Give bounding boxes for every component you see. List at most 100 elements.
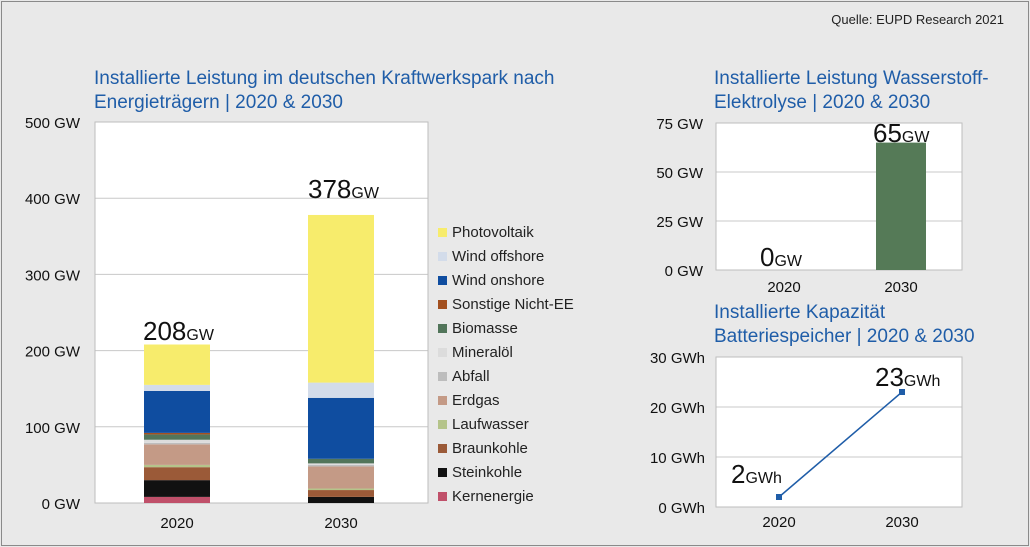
- battery-data-point: [899, 389, 905, 395]
- bar-segment: [144, 496, 210, 503]
- hydrogen-label-2020: 0GW: [760, 242, 802, 273]
- battery-plot-area: [716, 357, 962, 507]
- battery-data-point: [776, 494, 782, 500]
- legend-label: Wind onshore: [452, 271, 545, 289]
- legend-item: Sonstige Nicht-EE: [438, 292, 574, 316]
- main-x-tick-label: 2020: [160, 515, 193, 532]
- main-y-tick-label: 0 GW: [42, 496, 81, 513]
- hydrogen-value-2020: 0: [760, 242, 775, 272]
- battery-plot-border: [715, 356, 963, 508]
- hydrogen-y-tick-label: 25 GW: [656, 214, 704, 231]
- bar-segment: [144, 390, 210, 433]
- hydrogen-x-tick-label: 2020: [767, 279, 800, 296]
- hydrogen-x-tick-label: 2030: [884, 279, 917, 296]
- bar-segment: [308, 464, 374, 467]
- legend-label: Kernenergie: [452, 487, 534, 505]
- bar-segment: [144, 432, 210, 435]
- hydrogen-y-tick-label: 50 GW: [656, 165, 704, 182]
- legend-item: Abfall: [438, 364, 574, 388]
- battery-y-tick-label: 0 GWh: [658, 500, 705, 517]
- bar-segment: [144, 384, 210, 391]
- hydrogen-plot-border: [715, 122, 963, 271]
- legend-swatch: [438, 443, 447, 453]
- hydrogen-bar: [876, 142, 926, 270]
- legend-label: Abfall: [452, 367, 490, 385]
- bar-segment: [308, 458, 374, 464]
- legend-label: Sonstige Nicht-EE: [452, 295, 574, 313]
- legend-item: Mineralöl: [438, 340, 574, 364]
- legend-swatch: [438, 467, 447, 477]
- legend-swatch: [438, 395, 447, 405]
- main-y-tick-label: 300 GW: [25, 267, 81, 284]
- legend-label: Wind offshore: [452, 247, 545, 265]
- hydrogen-y-tick-label: 75 GW: [656, 116, 704, 133]
- bar-segment: [144, 439, 210, 443]
- hydrogen-label-2030: 65GW: [873, 118, 929, 149]
- legend-label: Braunkohle: [452, 439, 528, 457]
- bar-segment: [308, 488, 374, 491]
- legend-label: Laufwasser: [452, 415, 529, 433]
- battery-x-tick-label: 2020: [762, 514, 795, 531]
- legend-label: Biomasse: [452, 319, 518, 337]
- battery-x-tick-label: 2030: [885, 514, 918, 531]
- legend-label: Mineralöl: [452, 343, 513, 361]
- legend-swatch: [438, 299, 447, 309]
- legend-swatch: [438, 251, 447, 261]
- legend-item: Erdgas: [438, 388, 574, 412]
- main-y-tick-label: 100 GW: [25, 420, 81, 437]
- bar-segment: [308, 463, 374, 465]
- legend-item: Kernenergie: [438, 484, 574, 508]
- legend-label: Steinkohle: [452, 463, 523, 481]
- hydrogen-unit-2020: GW: [774, 253, 803, 270]
- legend-item: Photovoltaik: [438, 220, 574, 244]
- total-label-2030: 378GW: [308, 174, 379, 205]
- hydrogen-unit-2030: GW: [901, 129, 930, 146]
- main-y-tick-label: 400 GW: [25, 191, 81, 208]
- hydrogen-chart-title: Installierte Leistung Wasserstoff-Elektr…: [714, 68, 989, 113]
- legend-item: Laufwasser: [438, 412, 574, 436]
- legend-swatch: [438, 371, 447, 381]
- battery-label-2030: 23GWh: [875, 362, 940, 393]
- legend-swatch: [438, 347, 447, 357]
- battery-series-line: [778, 391, 903, 498]
- bar-segment: [144, 434, 210, 440]
- bar-segment: [308, 466, 374, 489]
- total-unit-2020: GW: [186, 327, 214, 344]
- main-chart-title: Installierte Leistung im deutschen Kraft…: [94, 68, 555, 113]
- legend-item: Wind offshore: [438, 244, 574, 268]
- source-note: Quelle: EUPD Research 2021: [831, 12, 1004, 27]
- legend-label: Photovoltaik: [452, 223, 534, 241]
- bar-segment: [144, 467, 210, 481]
- bar-segment: [144, 464, 210, 468]
- bar-segment: [144, 480, 210, 497]
- legend-item: Steinkohle: [438, 460, 574, 484]
- bar-segment: [308, 397, 374, 459]
- main-y-tick-label: 500 GW: [25, 115, 81, 132]
- hydrogen-value-2030: 65: [873, 118, 902, 148]
- legend-item: Braunkohle: [438, 436, 574, 460]
- bar-segment: [308, 490, 374, 497]
- legend-swatch: [438, 323, 447, 333]
- battery-unit-2030: GWh: [903, 373, 941, 390]
- total-value-2020: 208: [143, 316, 187, 346]
- bar-segment: [308, 382, 374, 398]
- legend-swatch: [438, 275, 447, 285]
- main-plot-border: [94, 121, 429, 504]
- battery-chart-title: Installierte Kapazität Batteriespeicher …: [714, 302, 975, 347]
- battery-value-2020: 2: [731, 459, 746, 489]
- battery-unit-2020: GWh: [745, 470, 782, 487]
- bar-segment: [144, 444, 210, 465]
- battery-y-tick-label: 30 GWh: [650, 350, 705, 367]
- battery-value-2030: 23: [875, 362, 904, 392]
- battery-y-tick-label: 10 GWh: [650, 450, 705, 467]
- legend-label: Erdgas: [452, 391, 500, 409]
- legend-swatch: [438, 227, 447, 237]
- main-chart-legend: Photovoltaik Wind offshore Wind onshore Son…: [438, 220, 574, 508]
- total-value-2030: 378: [308, 174, 352, 204]
- main-x-tick-label: 2030: [324, 515, 357, 532]
- bar-segment: [144, 442, 210, 445]
- bar-segment: [308, 214, 374, 383]
- battery-y-tick-label: 20 GWh: [650, 400, 705, 417]
- bar-segment: [144, 344, 210, 385]
